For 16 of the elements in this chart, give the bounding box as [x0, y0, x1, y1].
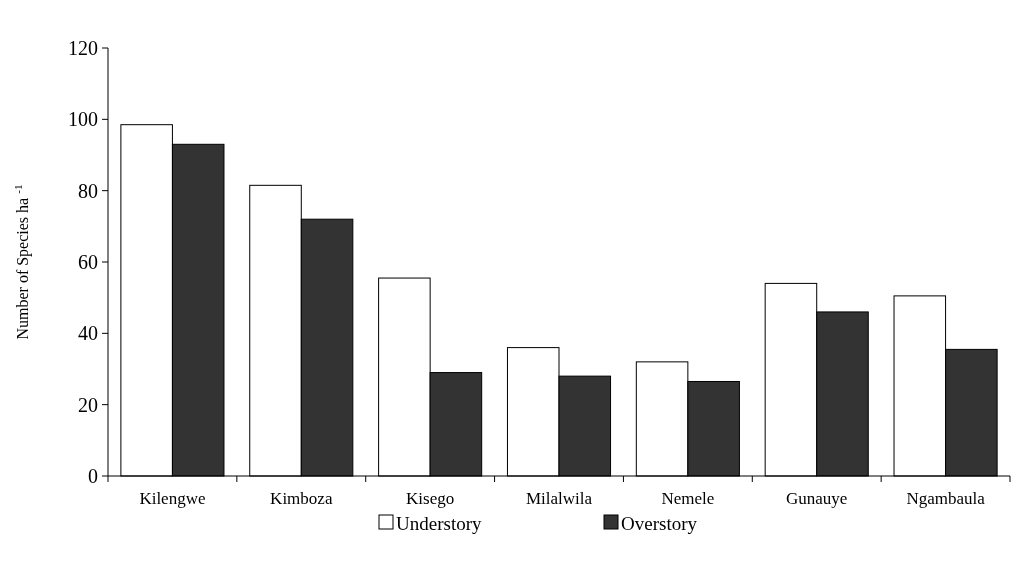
x-tick-label: Milalwila	[525, 489, 593, 508]
x-tick-label: Nemele	[661, 489, 715, 508]
x-tick-label: Kisego	[406, 489, 455, 508]
x-tick-label: Kilengwe	[139, 489, 206, 508]
legend-label: Understory	[396, 512, 482, 534]
legend-label: Overstory	[621, 512, 698, 534]
x-tick-label: Kimboza	[270, 489, 333, 508]
y-tick-label: 60	[78, 251, 98, 273]
y-tick-label: 80	[78, 179, 98, 202]
y-tick-label: 120	[68, 37, 98, 59]
x-tick-label: Ngambaula	[906, 489, 986, 508]
y-tick-label: 100	[68, 108, 98, 131]
y-tick-label: 0	[88, 465, 98, 487]
y-tick-label: 40	[78, 322, 98, 345]
y-tick-label: 20	[78, 393, 98, 416]
x-tick-label: Gunauye	[786, 489, 848, 508]
